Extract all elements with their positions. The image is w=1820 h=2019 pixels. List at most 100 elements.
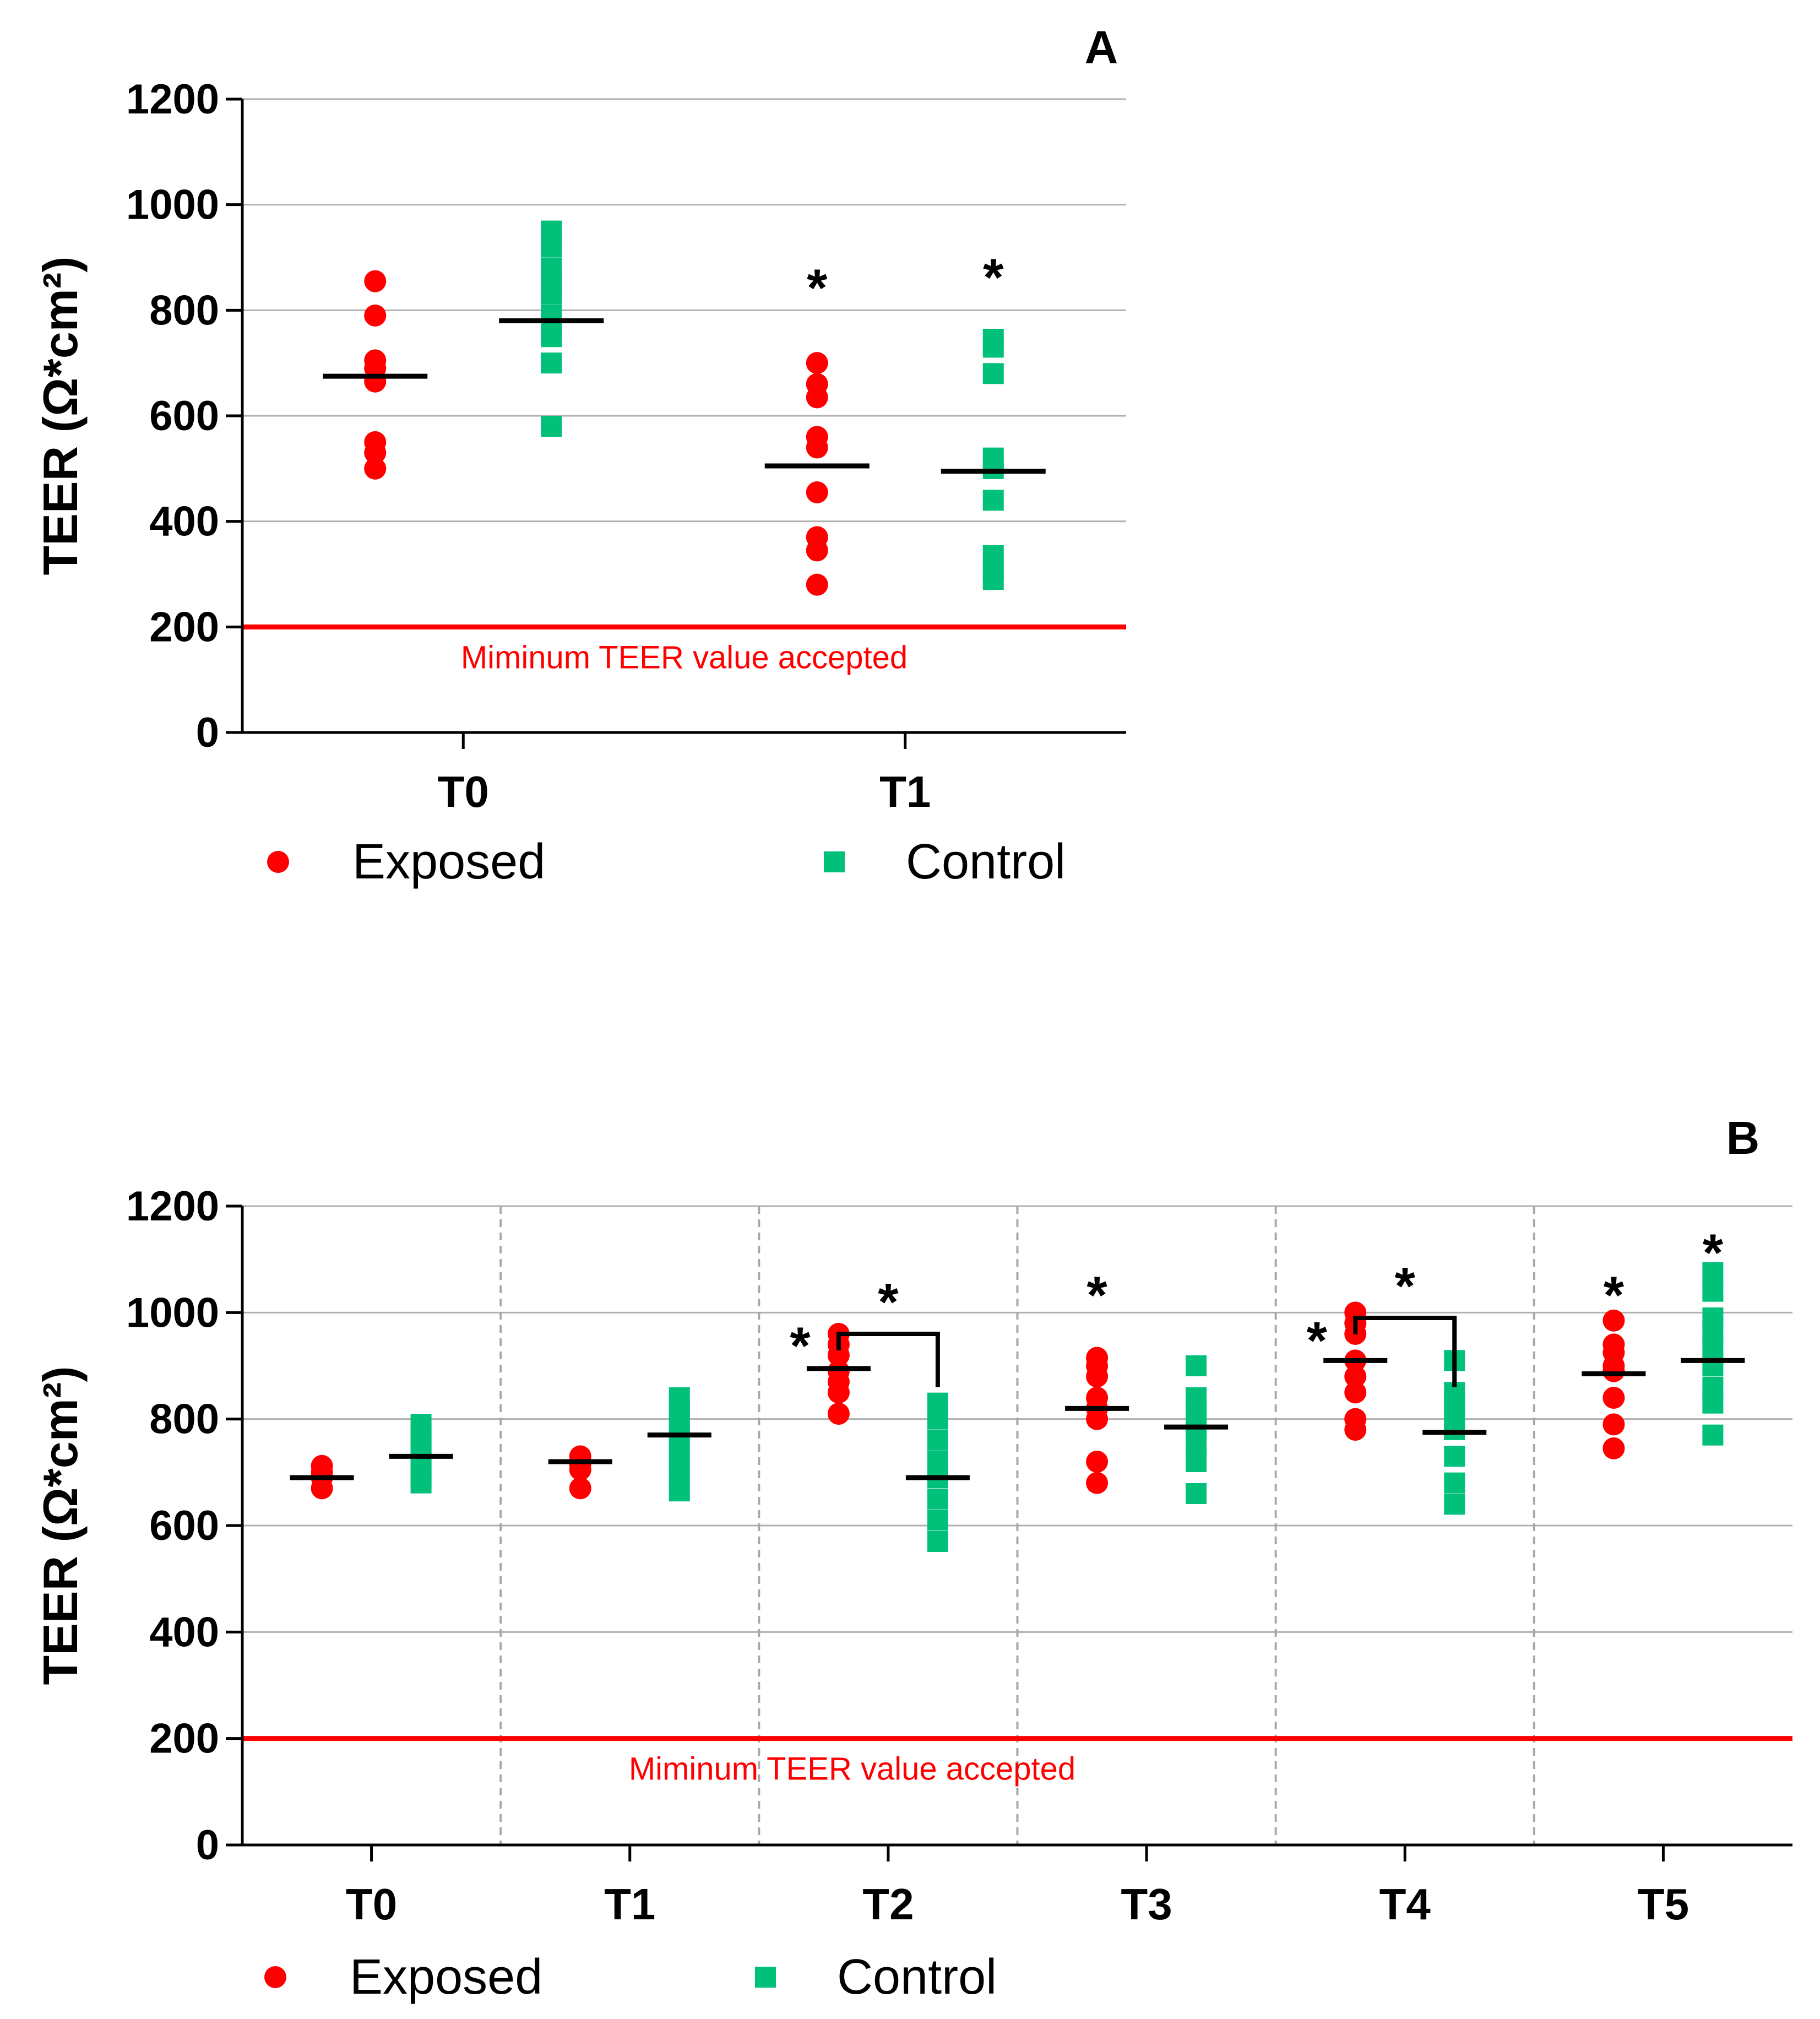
data-point-control — [1186, 1355, 1207, 1376]
data-point-exposed — [806, 481, 828, 503]
legend-marker-exposed — [267, 851, 289, 873]
data-point-exposed — [1602, 1437, 1625, 1459]
y-tick-label: 0 — [196, 709, 219, 756]
data-point-exposed — [364, 442, 387, 464]
significance-asterisk: * — [790, 1317, 811, 1376]
x-tick-label: T2 — [862, 1880, 914, 1929]
x-tick-label: T5 — [1638, 1880, 1689, 1929]
data-point-control — [1186, 1483, 1207, 1504]
data-point-exposed — [806, 573, 828, 596]
significance-asterisk: * — [1307, 1311, 1328, 1370]
y-tick-label: 1200 — [126, 1183, 219, 1230]
data-point-control — [410, 1472, 432, 1494]
x-tick-label: T0 — [346, 1880, 397, 1929]
threshold-label: Miminum TEER value accepted — [629, 1751, 1075, 1787]
x-tick-label: T1 — [604, 1880, 655, 1929]
panel-a: Miminum TEER value accepted 0 200 400 600 800… — [33, 21, 1126, 889]
data-point-exposed — [569, 1477, 591, 1500]
panel-label: A — [1085, 21, 1118, 73]
y-tick-label: 0 — [196, 1822, 219, 1869]
data-point-control — [1702, 1280, 1724, 1302]
data-point-control — [1702, 1262, 1724, 1283]
y-tick-label: 1200 — [126, 76, 219, 123]
panel-label: B — [1726, 1112, 1760, 1164]
x-tick-label: T0 — [438, 767, 489, 816]
data-point-control — [669, 1462, 690, 1483]
bracket-asterisk: * — [1395, 1257, 1416, 1316]
data-point-control — [982, 363, 1004, 384]
y-tick-label: 800 — [149, 287, 219, 334]
significance-asterisk: * — [1604, 1266, 1625, 1325]
data-point-exposed — [806, 436, 828, 459]
data-point-control — [1702, 1424, 1724, 1446]
data-point-control — [1444, 1446, 1465, 1467]
y-tick-label: 200 — [149, 1716, 219, 1762]
y-tick-label: 600 — [149, 1502, 219, 1549]
x-tick-label: T1 — [879, 767, 931, 816]
y-axis-title: TEER (Ω*cm²) — [33, 256, 88, 575]
data-point-exposed — [364, 457, 387, 480]
data-point-control — [541, 416, 562, 437]
data-point-exposed — [806, 539, 828, 562]
legend-label-exposed: Exposed — [352, 834, 545, 889]
y-tick-label: 800 — [149, 1396, 219, 1443]
data-point-control — [927, 1510, 948, 1531]
data-point-control — [1444, 1494, 1465, 1515]
x-tick-label: T4 — [1379, 1880, 1431, 1929]
y-tick-label: 600 — [149, 393, 219, 439]
significance-asterisk: * — [807, 258, 828, 317]
data-point-exposed — [1086, 1365, 1109, 1388]
data-point-exposed — [827, 1344, 850, 1366]
data-point-control — [1444, 1419, 1465, 1440]
legend-marker-control — [824, 851, 845, 872]
data-point-exposed — [1086, 1451, 1109, 1473]
data-point-control — [1186, 1451, 1207, 1472]
data-point-control — [982, 458, 1004, 479]
legend-label-control: Control — [837, 1950, 997, 2005]
data-point-exposed — [1602, 1413, 1625, 1436]
data-point-control — [982, 490, 1004, 511]
data-point-control — [927, 1488, 948, 1510]
y-axis-title: TEER (Ω*cm²) — [33, 1366, 88, 1685]
y-tick-label: 200 — [149, 604, 219, 650]
data-point-control — [927, 1408, 948, 1430]
data-point-exposed — [1086, 1472, 1109, 1494]
significance-asterisk: * — [983, 248, 1004, 307]
data-point-control — [982, 336, 1004, 358]
legend-label-control: Control — [906, 834, 1066, 889]
bracket-asterisk: * — [878, 1273, 899, 1332]
y-tick-label: 1000 — [126, 182, 219, 229]
legend-label-exposed: Exposed — [350, 1950, 542, 2005]
data-point-control — [927, 1430, 948, 1451]
data-point-exposed — [806, 386, 828, 409]
data-point-exposed — [1344, 1381, 1367, 1404]
data-point-control — [1444, 1472, 1465, 1494]
data-point-control — [669, 1480, 690, 1502]
data-point-exposed — [806, 352, 828, 375]
data-point-exposed — [1344, 1365, 1367, 1388]
data-point-exposed — [1344, 1419, 1367, 1441]
data-point-exposed — [364, 270, 387, 292]
y-tick-label: 1000 — [126, 1289, 219, 1336]
data-point-exposed — [1602, 1360, 1625, 1382]
data-point-control — [1702, 1392, 1724, 1414]
data-point-control — [541, 284, 562, 305]
data-point-control — [541, 236, 562, 258]
legend-marker-control — [755, 1967, 776, 1988]
threshold-label: Miminum TEER value accepted — [461, 639, 908, 675]
legend-marker-exposed — [264, 1966, 286, 1988]
data-point-exposed — [827, 1403, 850, 1425]
panel-b: Miminum TEER value accepted 0 200 400 600 800… — [33, 1112, 1792, 2005]
significance-asterisk: * — [1086, 1266, 1107, 1325]
data-point-exposed — [827, 1381, 850, 1404]
data-point-exposed — [311, 1477, 333, 1500]
x-tick-label: T3 — [1121, 1880, 1172, 1929]
y-tick-label: 400 — [149, 498, 219, 545]
y-tick-label: 400 — [149, 1609, 219, 1656]
significance-asterisk: * — [1703, 1223, 1724, 1282]
data-point-exposed — [1086, 1408, 1109, 1430]
data-point-exposed — [1602, 1309, 1625, 1332]
significance-bracket — [1353, 1316, 1457, 1387]
data-point-control — [927, 1531, 948, 1552]
